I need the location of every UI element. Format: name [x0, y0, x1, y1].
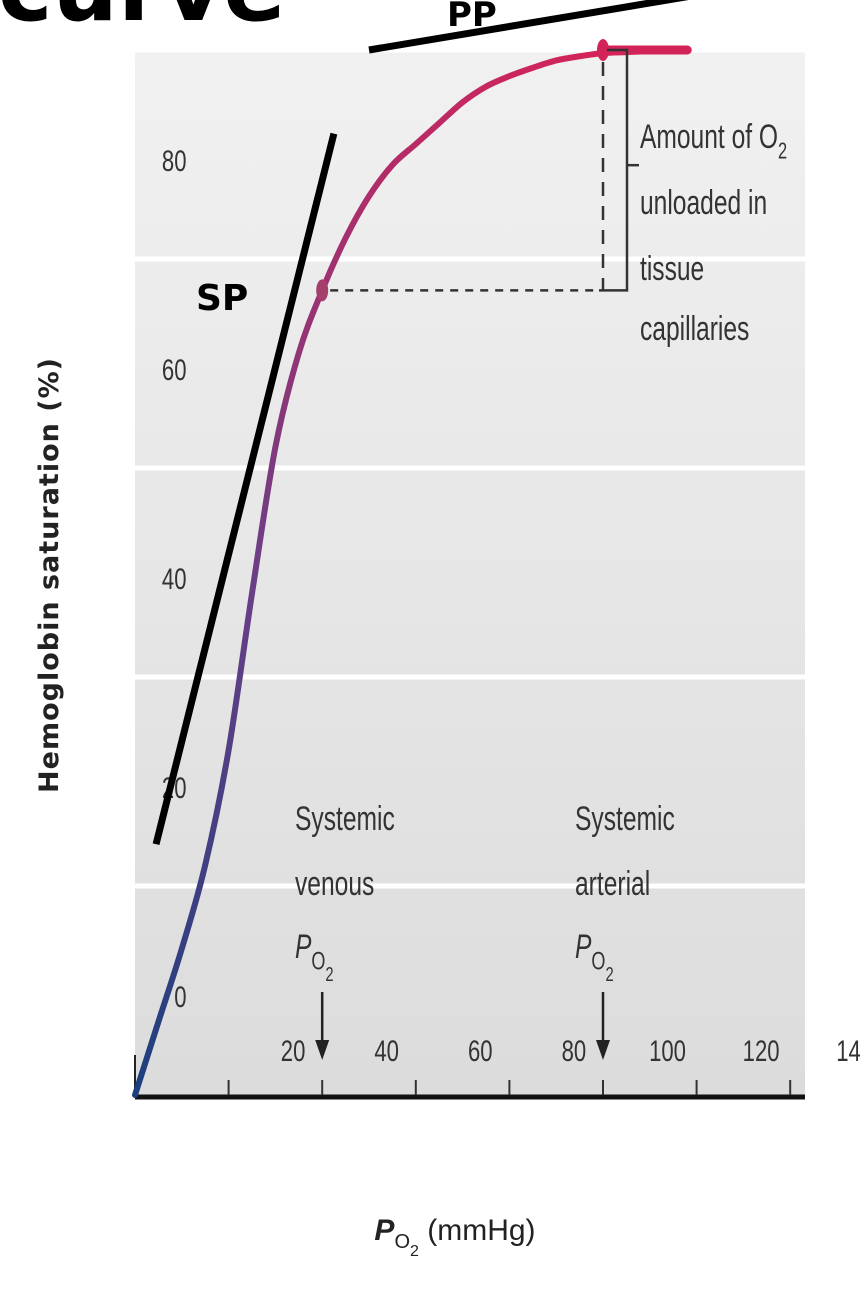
- axes: 02040608010020406080100120140: [134, 144, 860, 1100]
- y-tick-label: 60: [162, 353, 187, 387]
- x-axis-label-subsub: 2: [410, 1243, 419, 1260]
- y-axis-label: Hemoglobin saturation (%): [34, 357, 65, 793]
- x-tick-label: 120: [743, 1034, 780, 1068]
- tangent-line-sp: [152, 132, 338, 846]
- unload-bracket: [599, 48, 629, 292]
- p-symbol: P: [575, 928, 591, 966]
- arterial-po2-label: PO2: [575, 928, 614, 986]
- tangent-label-sp: SP: [196, 278, 248, 319]
- x-tick-label: 140: [836, 1034, 860, 1068]
- x-tick-label: 20: [281, 1034, 306, 1068]
- venous-label-line: venous: [295, 865, 374, 903]
- bracket-text: unloaded in: [640, 184, 767, 222]
- venous-arrow-head: [315, 1040, 330, 1060]
- plot-background: [135, 50, 805, 1095]
- x-tick-label: 80: [562, 1034, 587, 1068]
- arterial-point: [597, 39, 609, 61]
- x-axis-label-unit: (mmHg): [419, 1214, 536, 1247]
- bracket-text: tissue: [640, 250, 704, 288]
- x-axis-label: PO2 (mmHg): [374, 1214, 535, 1260]
- arterial-label-line: Systemic: [575, 800, 675, 838]
- chart-title-fragment: curve: [0, 0, 286, 42]
- p-subsubscript: 2: [325, 963, 333, 986]
- y-tick-label: 0: [174, 980, 186, 1014]
- x-axis-label-sub: O: [394, 1231, 410, 1253]
- p-subscript: O: [591, 946, 605, 975]
- tangent-line-pp: [368, 0, 689, 54]
- bracket-subscript: 2: [778, 139, 787, 164]
- bracket-text-line: tissue: [640, 250, 704, 288]
- venous-point: [316, 279, 329, 302]
- x-tick-label: 60: [468, 1034, 493, 1068]
- arterial-arrow-head: [596, 1040, 610, 1060]
- bracket-text: capillaries: [640, 310, 749, 348]
- venous-label-line: Systemic: [295, 800, 395, 838]
- y-tick-label: 80: [162, 144, 187, 178]
- y-tick-label: 40: [162, 562, 187, 596]
- x-axis-label-p: P: [374, 1214, 395, 1247]
- bracket-text-line: Amount of O2: [640, 118, 787, 164]
- tangent-label-pp: PP: [447, 0, 497, 35]
- p-symbol: P: [295, 928, 311, 966]
- bracket-text-line: capillaries: [640, 310, 749, 348]
- x-tick-label: 100: [649, 1034, 686, 1068]
- p-subsubscript: 2: [605, 963, 613, 986]
- arterial-label-line: arterial: [575, 865, 650, 903]
- p-subscript: O: [311, 946, 325, 975]
- bracket-text: Amount of O: [640, 118, 778, 156]
- saturation-curve: [132, 46, 691, 1098]
- bracket-text-line: unloaded in: [640, 184, 767, 222]
- venous-po2-label: PO2: [295, 928, 334, 986]
- x-tick-label: 40: [374, 1034, 399, 1068]
